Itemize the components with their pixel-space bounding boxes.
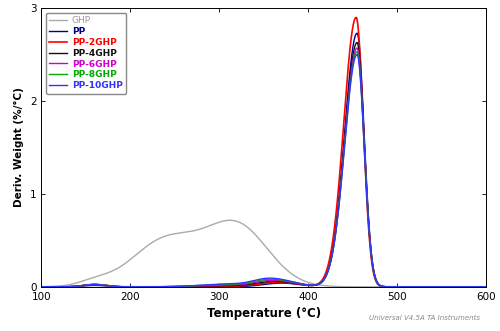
PP-2GHP	[483, 285, 489, 289]
Line: GHP: GHP	[42, 220, 486, 287]
PP-6GHP	[328, 260, 334, 264]
PP-2GHP	[119, 285, 125, 289]
GHP	[208, 223, 214, 227]
PP-10GHP	[404, 285, 410, 289]
PP-8GHP	[328, 260, 334, 264]
PP-10GHP	[483, 285, 489, 289]
PP-8GHP	[404, 285, 410, 289]
PP-2GHP	[38, 285, 44, 289]
PP-4GHP	[328, 260, 334, 263]
PP	[38, 285, 44, 289]
PP	[370, 265, 376, 269]
Line: PP: PP	[42, 33, 486, 287]
PP-10GHP	[305, 283, 311, 287]
PP-6GHP	[370, 267, 376, 271]
PP	[328, 259, 334, 262]
PP	[483, 285, 489, 289]
PP-8GHP	[38, 285, 44, 289]
PP-10GHP	[38, 285, 44, 289]
GHP	[38, 285, 44, 289]
GHP	[305, 280, 311, 284]
GHP	[119, 263, 125, 267]
PP	[119, 285, 125, 289]
Line: PP-8GHP: PP-8GHP	[42, 52, 486, 287]
PP-6GHP	[38, 285, 44, 289]
PP-4GHP	[38, 285, 44, 289]
PP-4GHP	[119, 285, 125, 289]
PP-10GHP	[370, 267, 376, 271]
PP-4GHP	[370, 266, 376, 270]
PP-6GHP	[119, 285, 125, 289]
PP-4GHP	[483, 285, 489, 289]
GHP	[227, 218, 233, 222]
PP-4GHP	[208, 284, 214, 288]
PP-2GHP	[208, 284, 214, 288]
PP-8GHP	[370, 267, 376, 271]
Line: PP-4GHP: PP-4GHP	[42, 42, 486, 287]
PP-2GHP	[404, 285, 410, 289]
PP-4GHP	[305, 283, 311, 287]
Line: PP-2GHP: PP-2GHP	[42, 18, 486, 287]
GHP	[404, 285, 410, 289]
PP-10GHP	[354, 53, 360, 57]
Legend: GHP, PP, PP-2GHP, PP-4GHP, PP-6GHP, PP-8GHP, PP-10GHP: GHP, PP, PP-2GHP, PP-4GHP, PP-6GHP, PP-8…	[46, 13, 126, 94]
PP-8GHP	[305, 283, 311, 287]
PP-2GHP	[353, 16, 359, 20]
PP-2GHP	[305, 283, 311, 287]
PP-4GHP	[354, 40, 360, 44]
PP	[354, 31, 360, 35]
PP	[404, 285, 410, 289]
PP	[305, 283, 311, 287]
PP-8GHP	[483, 285, 489, 289]
PP	[208, 285, 214, 289]
GHP	[328, 284, 334, 288]
PP-2GHP	[328, 253, 334, 257]
PP-4GHP	[404, 285, 410, 289]
PP-10GHP	[119, 285, 125, 289]
Line: PP-6GHP: PP-6GHP	[42, 48, 486, 287]
PP-10GHP	[208, 283, 214, 287]
PP-10GHP	[328, 261, 334, 265]
PP-8GHP	[208, 283, 214, 287]
Y-axis label: Deriv. Weight (%/°C): Deriv. Weight (%/°C)	[14, 87, 24, 208]
PP-8GHP	[119, 285, 125, 289]
PP-6GHP	[404, 285, 410, 289]
GHP	[483, 285, 489, 289]
PP-6GHP	[305, 283, 311, 287]
X-axis label: Temperature (°C): Temperature (°C)	[206, 307, 320, 320]
Text: Universal V4.5A TA Instruments: Universal V4.5A TA Instruments	[369, 315, 480, 321]
GHP	[370, 285, 376, 289]
Line: PP-10GHP: PP-10GHP	[42, 55, 486, 287]
PP-2GHP	[370, 269, 376, 273]
PP-6GHP	[483, 285, 489, 289]
PP-8GHP	[354, 50, 360, 54]
PP-6GHP	[208, 283, 214, 287]
PP-6GHP	[354, 46, 360, 50]
